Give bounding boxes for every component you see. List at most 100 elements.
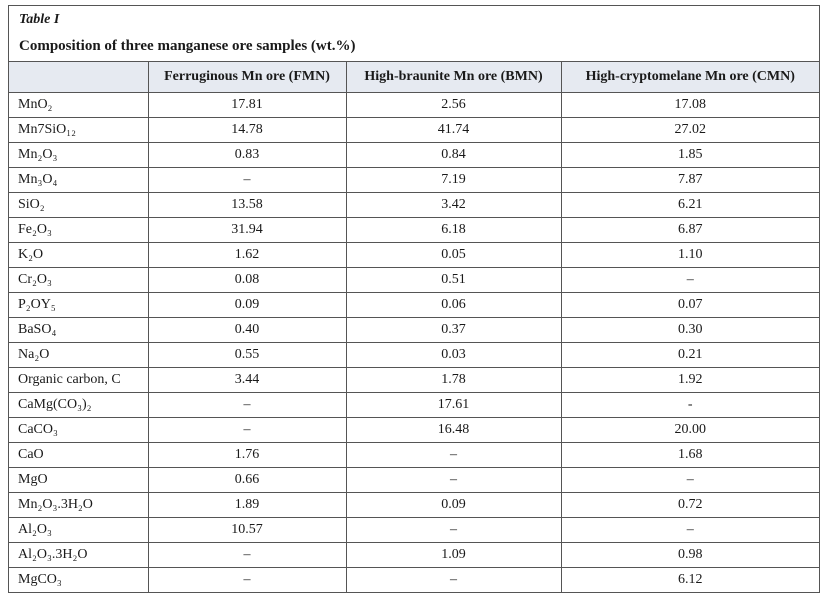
cell: 3.42	[345, 192, 562, 218]
table-container: Table I Composition of three manganese o…	[8, 5, 820, 593]
table-label: Table I	[19, 12, 60, 27]
cell: 0.05	[345, 242, 562, 268]
table-row: Mn₂O₃.3H₂O 1.89 0.09 0.72	[9, 492, 819, 518]
table-row: CaCO₃ –16.48 20.00	[9, 417, 819, 443]
cell: 1.89	[147, 492, 347, 518]
cell: 7.19	[345, 167, 562, 193]
row-label: CaCO₃	[9, 417, 149, 443]
row-label: Organic carbon, C	[9, 367, 149, 393]
cell: 27.02	[560, 117, 819, 143]
table-row: Mn7SiO₁₂ 14.78 41.74 27.02	[9, 117, 819, 143]
cell: –	[147, 567, 347, 593]
cell: 10.57	[147, 517, 347, 543]
cell: 1.09	[345, 542, 562, 568]
cell: 17.61	[345, 392, 562, 418]
cell: –	[345, 567, 562, 593]
table-row: Al₂O₃ 10.57– –	[9, 517, 819, 543]
cell: 0.98	[560, 542, 819, 568]
cell: 1.92	[560, 367, 819, 393]
table-row: SiO₂ 13.58 3.42 6.21	[9, 192, 819, 218]
cell: 7.87	[560, 167, 819, 193]
cell: –	[147, 167, 347, 193]
cell: 20.00	[560, 417, 819, 443]
cell: 13.58	[147, 192, 347, 218]
cell: 14.78	[147, 117, 347, 143]
row-label: Cr₂O₃	[9, 267, 149, 293]
row-label: Mn₂O₃	[9, 142, 149, 168]
cell: 1.62	[147, 242, 347, 268]
header-cell: High-cryptomelane Mn ore (CMN)	[560, 61, 819, 93]
table-row: Fe₂O₃ 31.94 6.18 6.87	[9, 217, 819, 243]
cell: 0.83	[147, 142, 347, 168]
table-title: Composition of three manganese ore sampl…	[19, 38, 356, 54]
table-row: BaSO₄ 0.40 0.37 0.30	[9, 317, 819, 343]
cell: 0.37	[345, 317, 562, 343]
table-row: Mn₃O₄ –7.19 7.87	[9, 167, 819, 193]
cell: 0.66	[147, 467, 347, 493]
cell: –	[560, 267, 819, 293]
cell: –	[345, 467, 562, 493]
header-row: Ferruginous Mn ore (FMN) High-braunite Mn…	[9, 61, 819, 93]
row-label: BaSO₄	[9, 317, 149, 343]
cell: –	[147, 542, 347, 568]
row-label: MnO₂	[9, 92, 149, 118]
table-row: MgO 0.66– –	[9, 467, 819, 493]
cell: 6.18	[345, 217, 562, 243]
row-label: Na₂O	[9, 342, 149, 368]
row-label: CaMg(CO₃)₂	[9, 392, 149, 418]
row-label: Fe₂O₃	[9, 217, 149, 243]
cell: 0.30	[560, 317, 819, 343]
cell: 16.48	[345, 417, 562, 443]
row-label: P₂OY₅	[9, 292, 149, 318]
cell: 0.84	[345, 142, 562, 168]
cell: 6.12	[560, 567, 819, 593]
table-row: MgCO₃ – –6.12	[9, 567, 819, 593]
cell: –	[147, 392, 347, 418]
header-cell: High-braunite Mn ore (BMN)	[345, 61, 562, 93]
table-row: Cr₂O₃ 0.08 0.51–	[9, 267, 819, 293]
row-label: MgCO₃	[9, 567, 149, 593]
header-cell	[9, 61, 149, 93]
cell: 1.78	[345, 367, 562, 393]
cell: 0.51	[345, 267, 562, 293]
row-label: Mn7SiO₁₂	[9, 117, 149, 143]
table-row: MnO₂ 17.81 2.56 17.08	[9, 92, 819, 118]
row-label: Mn₃O₄	[9, 167, 149, 193]
table-row: Al₂O₃.3H₂O –1.09 0.98	[9, 542, 819, 568]
table-row: Mn₂O₃ 0.83 0.84 1.85	[9, 142, 819, 168]
cell: 6.87	[560, 217, 819, 243]
cell: 0.09	[345, 492, 562, 518]
row-label: MgO	[9, 467, 149, 493]
table-row: Organic carbon, C 3.44 1.78 1.92	[9, 367, 819, 393]
table-body: MnO₂ 17.81 2.56 17.08 Mn7SiO₁₂ 14.78 41.74 27.0…	[9, 92, 819, 593]
cell: 1.10	[560, 242, 819, 268]
cell: 0.03	[345, 342, 562, 368]
table-row: Na₂O 0.55 0.03 0.21	[9, 342, 819, 368]
table-row: CaMg(CO₃)₂ –17.61-	[9, 392, 819, 418]
cell: –	[345, 442, 562, 468]
cell: -	[560, 392, 819, 418]
cell: 17.08	[560, 92, 819, 118]
cell: 0.40	[147, 317, 347, 343]
cell: 17.81	[147, 92, 347, 118]
cell: 0.07	[560, 292, 819, 318]
cell: 1.85	[560, 142, 819, 168]
cell: 0.21	[560, 342, 819, 368]
cell: 0.09	[147, 292, 347, 318]
row-label: Al₂O₃	[9, 517, 149, 543]
cell: 1.76	[147, 442, 347, 468]
cell: 41.74	[345, 117, 562, 143]
cell: 31.94	[147, 217, 347, 243]
row-label: K₂O	[9, 242, 149, 268]
row-label: SiO₂	[9, 192, 149, 218]
table-row: P₂OY₅ 0.09 0.06 0.07	[9, 292, 819, 318]
cell: 0.06	[345, 292, 562, 318]
cell: 0.55	[147, 342, 347, 368]
cell: –	[147, 417, 347, 443]
table: Ferruginous Mn ore (FMN) High-braunite Mn…	[9, 61, 819, 593]
cell: 0.08	[147, 267, 347, 293]
cell: –	[345, 517, 562, 543]
cell: 6.21	[560, 192, 819, 218]
cell: 0.72	[560, 492, 819, 518]
cell: 2.56	[345, 92, 562, 118]
